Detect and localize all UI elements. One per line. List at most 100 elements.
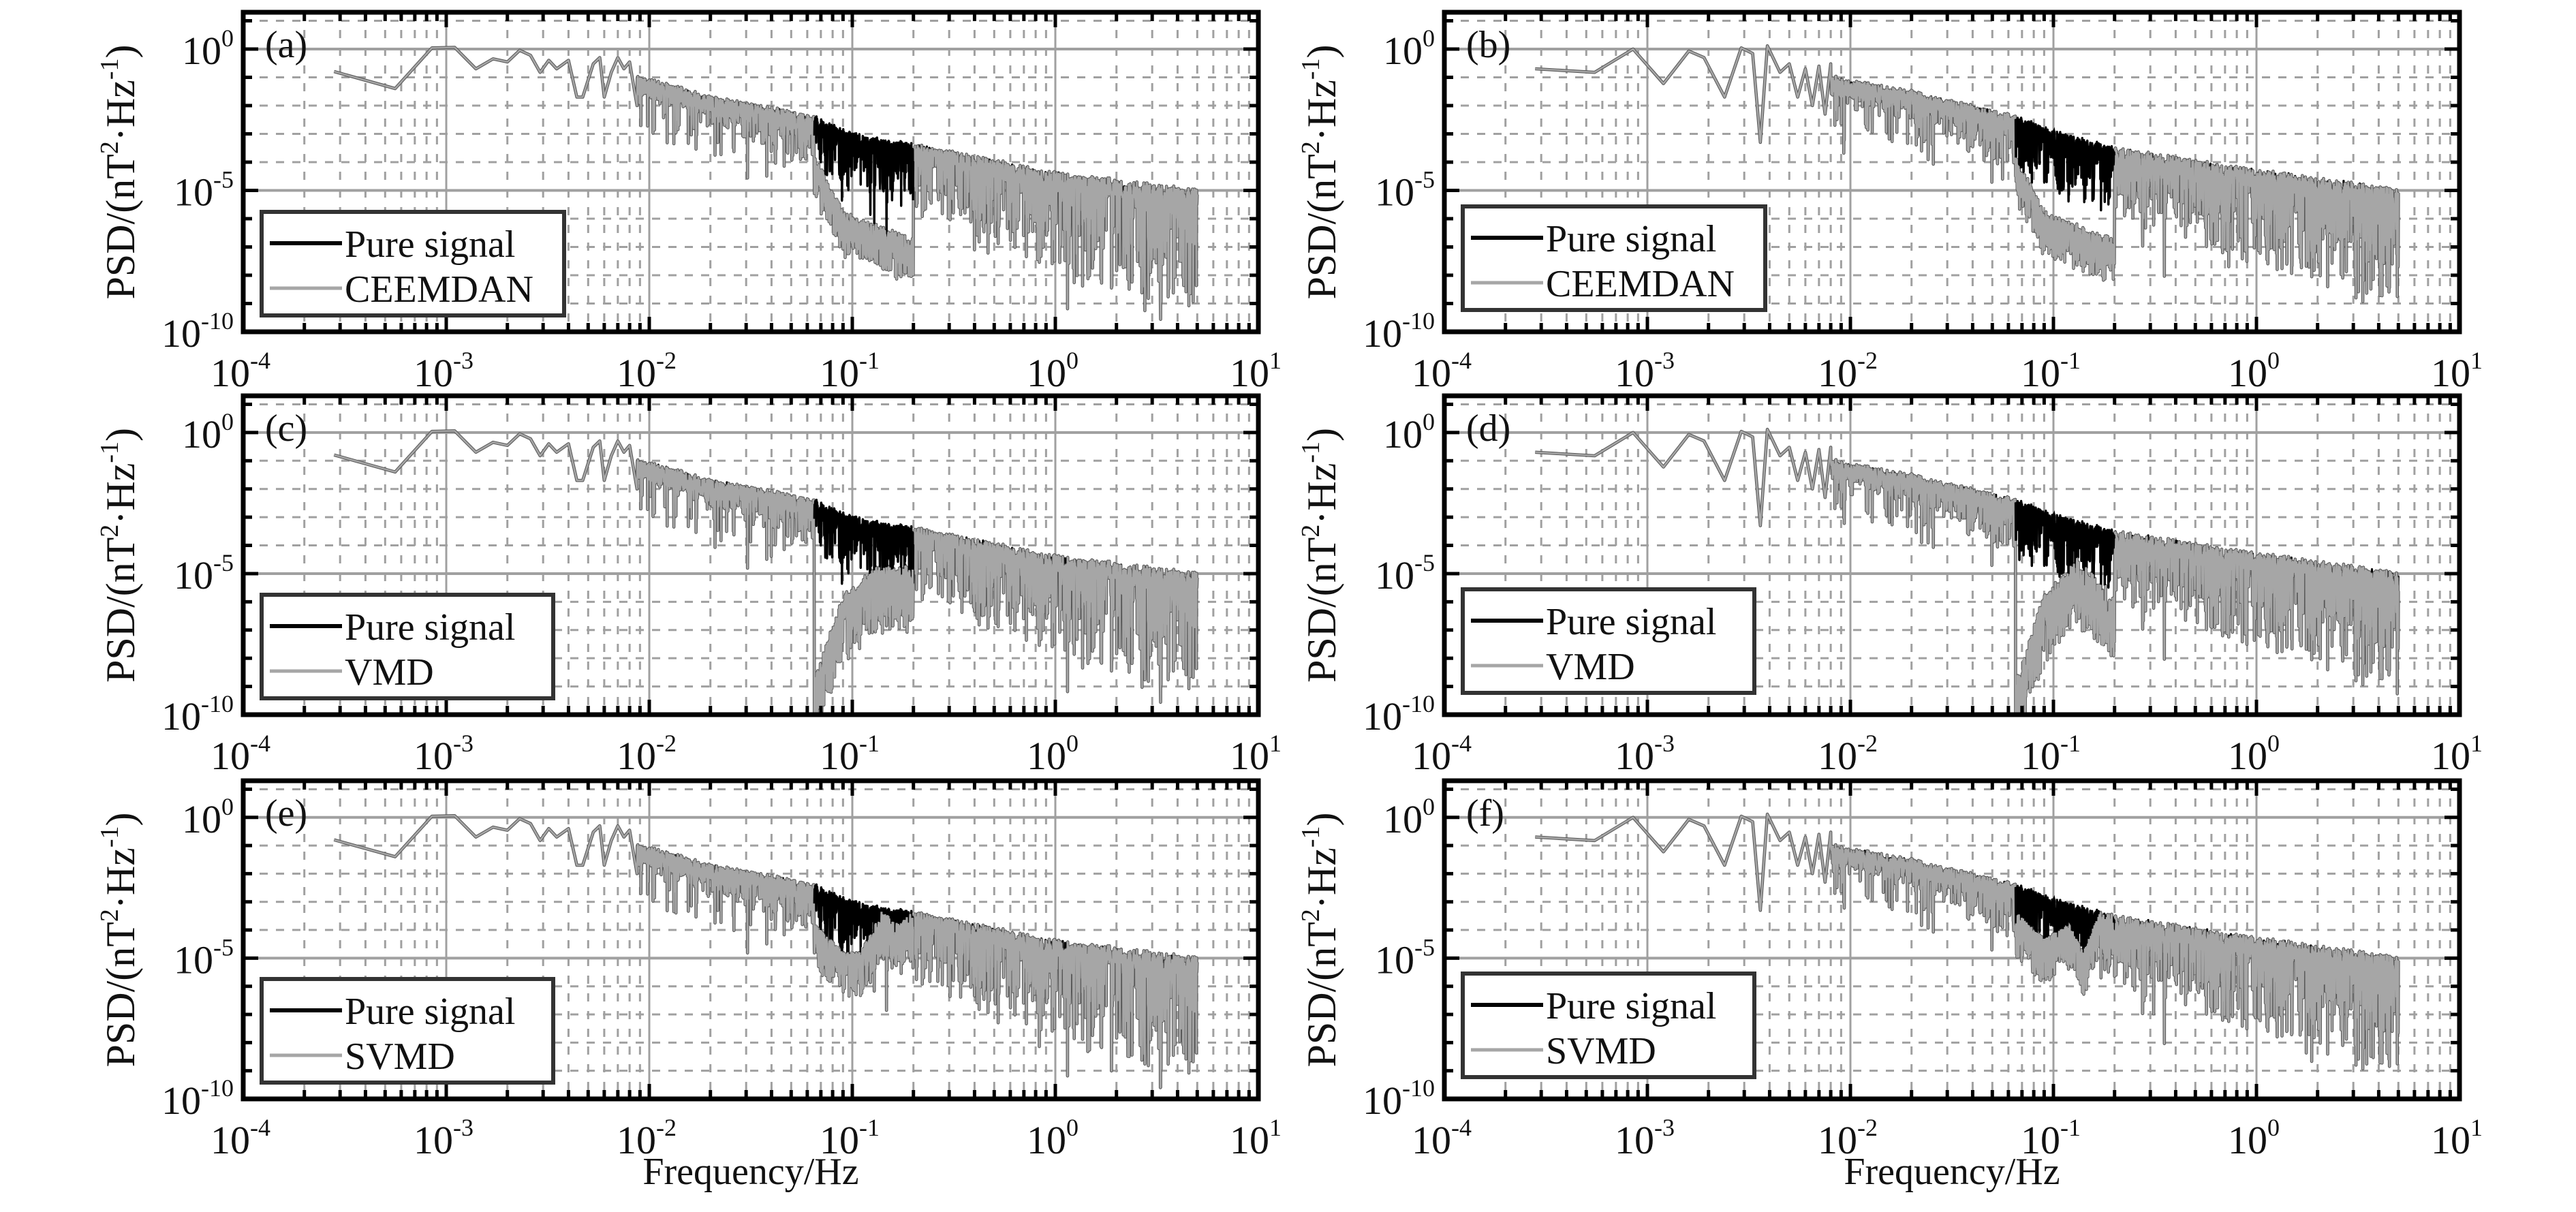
y-tick-label: 10-5 [1375, 166, 1435, 214]
legend-label: CEEMDAN [345, 268, 533, 311]
legend-box [260, 593, 555, 700]
x-tick-label: 10-2 [1818, 1114, 1878, 1162]
plot-area [1535, 812, 2400, 1071]
x-tick-label: 10-2 [617, 1114, 677, 1162]
y-axis-label: PSD/(nT2·Hz-1) [95, 45, 143, 300]
y-tick-label: 10-10 [161, 1074, 234, 1123]
legend-box [1461, 204, 1767, 312]
axes-frame [1442, 10, 2462, 335]
y-axis-label: PSD/(nT2·Hz-1) [1297, 45, 1344, 300]
panel-label: (d) [1466, 407, 1510, 450]
panel-label: (b) [1466, 24, 1510, 66]
panel-label: (e) [265, 792, 307, 835]
legend-label: Pure signal [1546, 985, 1716, 1027]
legend-label: VMD [345, 651, 434, 694]
x-tick-label: 10-3 [1615, 730, 1675, 778]
plot-area [1535, 44, 2400, 303]
series-ceemdan-band [2015, 159, 2115, 281]
x-tick-label: 10-4 [1412, 730, 1472, 778]
panel-d: 10-4 10-3 10-2 10-1 100 101 100 10-5 10-10 PSD/(n… [1297, 393, 2483, 778]
panel-a: 10-4 10-3 10-2 10-1 100 101 100 10-5 10-10 PSD/(n… [95, 10, 1282, 395]
ticks [241, 12, 1260, 334]
x-tick-label: 10-4 [211, 730, 270, 778]
legend-box [260, 977, 555, 1085]
x-tick-label: 10-4 [1412, 1114, 1472, 1162]
plot-area [333, 814, 1199, 1089]
x-tick-label: 101 [2431, 1114, 2483, 1162]
x-tick-label: 10-1 [820, 347, 880, 395]
series-ceemdan-band [813, 158, 914, 279]
x-tick-label: 100 [1027, 1114, 1078, 1162]
panel-c: 10-4 10-3 10-2 10-1 100 101 100 10-5 10-10 PSD/(n… [95, 393, 1282, 778]
x-axis-label-right: Frequency/Hz [1844, 1151, 2060, 1193]
axes-frame [240, 393, 1261, 717]
x-tick-label: 10-2 [617, 347, 677, 395]
panel-f: 10-4 10-3 10-2 10-1 100 101 100 10-5 10-10 PSD/(n… [1297, 778, 2483, 1162]
x-tick-label: 10-3 [414, 730, 474, 778]
series-pure-signal-band [2014, 117, 2116, 211]
series-pure-signal-band [813, 116, 915, 243]
ticks [241, 396, 1260, 717]
series-vmd [333, 430, 1198, 715]
legend-label: Pure signal [1546, 218, 1716, 260]
plot-area [333, 429, 1199, 715]
plot-area [333, 46, 1199, 321]
axes-frame [1442, 778, 2462, 1102]
y-tick-label: 100 [182, 25, 234, 73]
series-pure-signal-band [813, 499, 915, 626]
x-tick-label: 10-2 [617, 730, 677, 778]
legend-box [260, 210, 566, 317]
y-tick-label: 10-5 [174, 166, 234, 214]
x-tick-label: 10-1 [820, 1114, 880, 1162]
x-tick-label: 10-3 [414, 1114, 474, 1162]
y-tick-label: 10-10 [161, 690, 234, 739]
axes-frame [1442, 393, 2462, 717]
ticks [1442, 396, 2462, 717]
series-vmd-band [2015, 558, 2115, 715]
legend-box [1461, 587, 1756, 695]
panel-label: (f) [1466, 792, 1504, 835]
panel-b: 10-4 10-3 10-2 10-1 100 101 100 10-5 10-10 PSD/(n… [1297, 10, 2483, 395]
y-tick-label: 100 [1383, 793, 1435, 841]
plot-area [1535, 427, 2400, 715]
y-tick-label: 10-5 [1375, 549, 1435, 597]
x-axis-label-left: Frequency/Hz [642, 1151, 858, 1193]
y-axis-label: PSD/(nT2·Hz-1) [95, 428, 143, 683]
ticks [1442, 781, 2462, 1101]
y-tick-label: 10-10 [161, 307, 234, 356]
x-tick-label: 10-4 [211, 1114, 270, 1162]
y-tick-label: 10-5 [1375, 933, 1435, 982]
y-tick-label: 10-5 [174, 933, 234, 982]
y-tick-label: 10-10 [1363, 1074, 1435, 1123]
legend-label: Pure signal [345, 606, 515, 649]
x-tick-label: 101 [1230, 730, 1282, 778]
x-tick-label: 10-1 [2021, 730, 2081, 778]
legend-label: Pure signal [1546, 601, 1716, 643]
axes-frame [240, 778, 1261, 1102]
panel-e: 10-4 10-3 10-2 10-1 100 101 100 10-5 10-10 PSD/(n… [95, 778, 1282, 1162]
x-tick-label: 10-1 [2021, 1114, 2081, 1162]
x-tick-label: 101 [2431, 730, 2483, 778]
x-tick-label: 101 [1230, 347, 1282, 395]
series-ceemdan [333, 46, 1198, 320]
y-axis-label: PSD/(nT2·Hz-1) [1297, 813, 1344, 1068]
x-tick-label: 101 [2431, 347, 2483, 395]
legend-box [1461, 972, 1756, 1079]
series-svmd-band [813, 912, 914, 1011]
x-tick-label: 10-2 [1818, 730, 1878, 778]
y-tick-label: 100 [1383, 408, 1435, 456]
axes-frame [240, 10, 1261, 335]
x-tick-label: 10-4 [1412, 347, 1472, 395]
y-axis-label: PSD/(nT2·Hz-1) [95, 813, 143, 1068]
y-tick-label: 10-10 [1363, 307, 1435, 356]
x-tick-label: 100 [2228, 730, 2280, 778]
y-tick-label: 10-5 [174, 549, 234, 597]
x-tick-label: 100 [1027, 347, 1078, 395]
x-tick-label: 10-1 [820, 730, 880, 778]
legend-label: Pure signal [345, 223, 515, 266]
